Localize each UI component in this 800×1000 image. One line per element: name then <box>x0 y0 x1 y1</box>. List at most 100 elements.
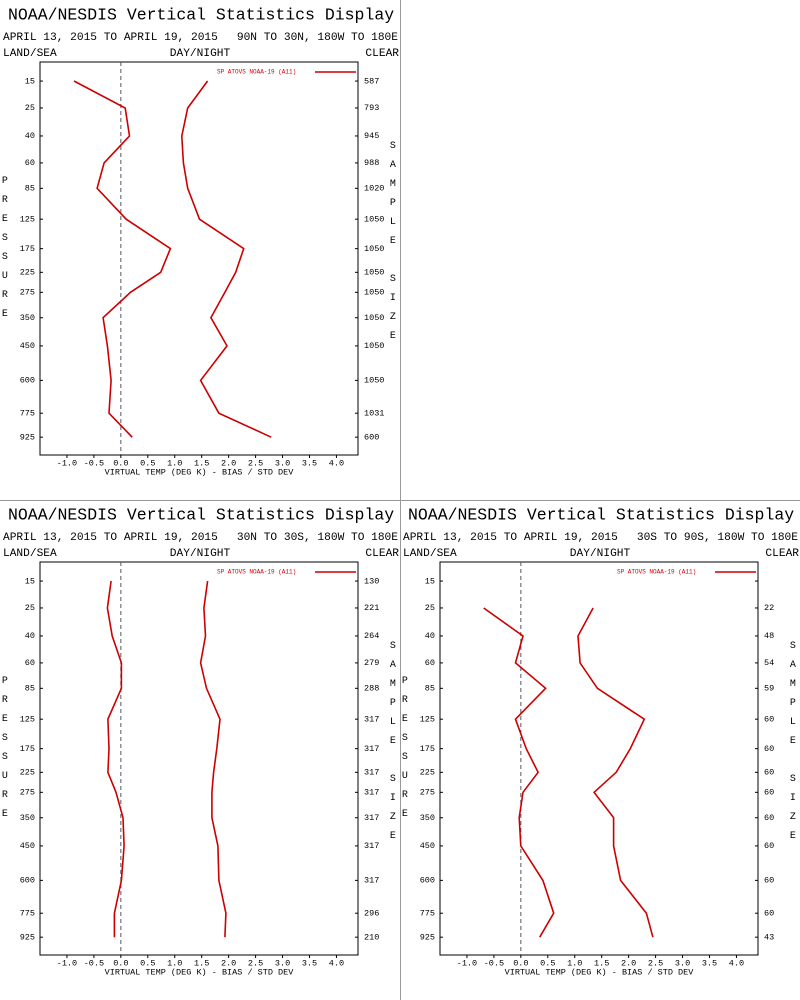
title: NOAA/NESDIS Vertical Statistics Display <box>8 5 394 24</box>
sample-size: 1050 <box>364 214 384 224</box>
sample-size: 317 <box>364 744 379 754</box>
y2-axis-label: SAMPLE SIZE <box>387 641 398 850</box>
x-tick-label: 0.5 <box>140 958 155 968</box>
sample-size: 54 <box>764 658 774 668</box>
sky: CLEAR <box>765 548 799 560</box>
sample-size: 264 <box>364 631 379 641</box>
sample-size: 793 <box>364 103 379 113</box>
sample-size: 317 <box>364 813 379 823</box>
sample-size: 22 <box>764 603 774 613</box>
x-tick-label: 1.0 <box>567 958 582 968</box>
region: 90N TO 30N, 180W TO 180E <box>237 32 398 44</box>
x-tick-label: 0.5 <box>540 958 555 968</box>
y-tick-label: 25 <box>425 603 435 613</box>
x-tick-label: 2.0 <box>621 958 636 968</box>
legend-label: SP ATOVS NOAA-19 (A11) <box>617 569 696 576</box>
x-tick-label: -1.0 <box>457 958 477 968</box>
sample-size: 1050 <box>364 268 384 278</box>
time: DAY/NIGHT <box>170 48 231 60</box>
x-tick-label: -1.0 <box>57 458 77 468</box>
x-tick-label: 4.0 <box>729 958 744 968</box>
y-tick-label: 275 <box>20 288 35 298</box>
profile-line <box>577 607 654 938</box>
y-tick-label: 40 <box>425 631 435 641</box>
y-tick-label: 85 <box>25 184 35 194</box>
panel: NOAA/NESDIS Vertical Statistics Display A… <box>0 505 399 977</box>
x-tick-label: 2.0 <box>221 458 236 468</box>
x-tick-label: 3.0 <box>275 958 290 968</box>
sample-size: 317 <box>364 768 379 778</box>
sample-size: 60 <box>764 908 774 918</box>
y-tick-label: 225 <box>20 768 35 778</box>
sample-size: 1050 <box>364 313 384 323</box>
sample-size: 288 <box>364 684 379 694</box>
y-axis-label: PRESSURE <box>0 176 10 328</box>
sample-size: 1050 <box>364 288 384 298</box>
x-tick-label: 3.0 <box>675 958 690 968</box>
time: DAY/NIGHT <box>170 548 231 560</box>
time: DAY/NIGHT <box>570 548 631 560</box>
y2-axis-label: SAMPLE SIZE <box>387 141 398 350</box>
sample-size: 988 <box>364 158 379 168</box>
sample-size: 317 <box>364 788 379 798</box>
y-tick-label: 15 <box>25 76 35 86</box>
period: APRIL 13, 2015 TO APRIL 19, 2015 <box>403 532 618 544</box>
y-axis-label: PRESSURE <box>399 676 410 828</box>
sample-size: 317 <box>364 714 379 724</box>
sample-size: 317 <box>364 841 379 851</box>
sample-size: 130 <box>364 576 379 586</box>
x-tick-label: 3.5 <box>702 958 717 968</box>
y-tick-label: 775 <box>420 908 435 918</box>
x-tick-label: 0.0 <box>513 958 528 968</box>
y-tick-label: 275 <box>20 788 35 798</box>
profile-line <box>106 580 125 938</box>
y-tick-label: 350 <box>20 313 35 323</box>
y-tick-label: 25 <box>25 603 35 613</box>
x-tick-label: 4.0 <box>329 958 344 968</box>
y-tick-label: 600 <box>20 376 35 386</box>
sample-size: 587 <box>364 76 379 86</box>
sample-size: 60 <box>764 813 774 823</box>
y-tick-label: 85 <box>425 684 435 694</box>
y-tick-label: 125 <box>20 214 35 224</box>
y-tick-label: 225 <box>420 768 435 778</box>
x-tick-label: 1.5 <box>594 958 609 968</box>
sample-size: 48 <box>764 631 774 641</box>
x-tick-label: 0.5 <box>140 458 155 468</box>
y-tick-label: 175 <box>420 744 435 754</box>
sample-size: 59 <box>764 684 774 694</box>
sample-size: 296 <box>364 908 379 918</box>
y-tick-label: 60 <box>25 158 35 168</box>
y-tick-label: 125 <box>420 714 435 724</box>
x-tick-label: 0.0 <box>113 458 128 468</box>
x-tick-label: -0.5 <box>484 958 504 968</box>
x-tick-label: 2.5 <box>248 958 263 968</box>
y-tick-label: 15 <box>25 576 35 586</box>
y-tick-label: 600 <box>20 876 35 886</box>
x-tick-label: 3.0 <box>275 458 290 468</box>
y-tick-label: 925 <box>20 932 35 942</box>
y-tick-label: 60 <box>25 658 35 668</box>
title: NOAA/NESDIS Vertical Statistics Display <box>408 505 794 524</box>
y2-axis-label: SAMPLE SIZE <box>787 641 798 850</box>
sample-size: 1050 <box>364 376 384 386</box>
x-axis-label: VIRTUAL TEMP (DEG K) - BIAS / STD DEV <box>505 967 695 977</box>
x-tick-label: 2.5 <box>648 958 663 968</box>
y-tick-label: 450 <box>20 841 35 851</box>
y-tick-label: 600 <box>420 876 435 886</box>
x-tick-label: -0.5 <box>84 958 104 968</box>
title: NOAA/NESDIS Vertical Statistics Display <box>8 505 394 524</box>
sample-size: 60 <box>764 744 774 754</box>
y-tick-label: 275 <box>420 788 435 798</box>
period: APRIL 13, 2015 TO APRIL 19, 2015 <box>3 32 218 44</box>
sample-size: 945 <box>364 131 379 141</box>
x-tick-label: 1.0 <box>167 958 182 968</box>
x-tick-label: -0.5 <box>84 458 104 468</box>
x-tick-label: 2.0 <box>221 958 236 968</box>
x-tick-label: 4.0 <box>329 458 344 468</box>
sample-size: 1050 <box>364 244 384 254</box>
sample-size: 210 <box>364 932 379 942</box>
sample-size: 317 <box>364 876 379 886</box>
profile-line <box>73 80 172 438</box>
